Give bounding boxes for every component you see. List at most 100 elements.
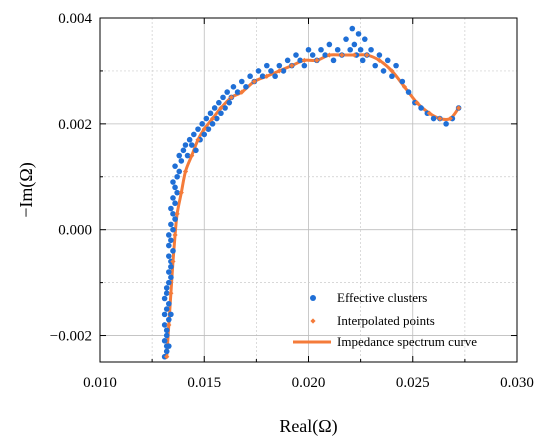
effective-cluster-point bbox=[443, 121, 449, 127]
effective-cluster-point bbox=[238, 78, 245, 85]
effective-cluster-point bbox=[418, 105, 424, 111]
x-tick-label: 0.020 bbox=[292, 375, 326, 391]
interpolated-point bbox=[251, 78, 257, 85]
effective-cluster-point bbox=[399, 78, 406, 85]
effective-cluster-point bbox=[172, 184, 178, 191]
effective-cluster-point bbox=[222, 105, 228, 111]
effective-cluster-point bbox=[293, 52, 299, 58]
effective-cluster-point bbox=[163, 327, 170, 334]
effective-cluster-point bbox=[168, 274, 174, 281]
effective-cluster-point bbox=[343, 36, 349, 42]
effective-cluster-point bbox=[380, 68, 387, 74]
effective-cluster-point bbox=[347, 46, 354, 53]
effective-cluster-point bbox=[393, 62, 399, 69]
effective-cluster-point bbox=[224, 89, 230, 95]
effective-cluster-point bbox=[272, 73, 278, 80]
effective-cluster-point bbox=[384, 57, 391, 64]
x-tick-label: 0.015 bbox=[187, 375, 221, 391]
interpolated-point bbox=[401, 84, 408, 90]
effective-cluster-point bbox=[161, 295, 168, 302]
effective-cluster-point bbox=[163, 343, 170, 349]
effective-cluster-point bbox=[172, 216, 178, 222]
effective-cluster-point bbox=[280, 68, 287, 74]
effective-cluster-point bbox=[330, 57, 337, 64]
effective-cluster-point bbox=[226, 99, 233, 106]
effective-cluster-point bbox=[170, 195, 176, 201]
effective-cluster-point bbox=[188, 142, 195, 148]
effective-cluster-point bbox=[389, 73, 395, 80]
effective-cluster-point bbox=[195, 126, 201, 132]
interpolated-point bbox=[182, 168, 189, 175]
effective-cluster-point bbox=[368, 46, 374, 53]
y-tick-labels: −0.002 0.000 0.002 0.004 bbox=[50, 11, 93, 345]
interpolated-point bbox=[164, 354, 170, 360]
interpolated-point bbox=[228, 94, 234, 100]
effective-cluster-point bbox=[207, 110, 214, 117]
effective-cluster-point bbox=[334, 46, 341, 53]
effective-cluster-point bbox=[268, 68, 274, 74]
x-tick-labels: 0.010 0.015 0.020 0.025 0.030 bbox=[83, 375, 534, 391]
effective-cluster-point bbox=[176, 168, 183, 175]
effective-cluster-point bbox=[301, 62, 308, 69]
interpolated-point bbox=[339, 52, 345, 58]
effective-cluster-point bbox=[357, 46, 364, 53]
interpolated-point bbox=[426, 110, 433, 116]
effective-cluster-point bbox=[318, 46, 324, 53]
interpolated-point bbox=[414, 100, 420, 106]
effective-cluster-point bbox=[163, 332, 170, 339]
effective-cluster-point bbox=[182, 142, 189, 148]
effective-cluster-point bbox=[163, 348, 170, 355]
legend-marker-effective-clusters bbox=[310, 295, 316, 301]
effective-cluster-point bbox=[170, 226, 176, 233]
interpolated-point bbox=[170, 258, 176, 265]
y-tick-label: −0.002 bbox=[50, 329, 92, 345]
effective-cluster-point bbox=[203, 115, 210, 122]
effective-cluster-point bbox=[255, 68, 262, 74]
effective-cluster-point bbox=[166, 269, 172, 275]
interpolated-point bbox=[326, 52, 332, 58]
effective-cluster-point bbox=[276, 62, 283, 69]
interpolated-point bbox=[289, 63, 295, 69]
effective-cluster-point bbox=[209, 121, 216, 127]
legend-marker-interpolated-points bbox=[310, 318, 316, 324]
interpolated-point bbox=[447, 115, 453, 122]
interpolated-points-layer bbox=[164, 52, 462, 360]
effective-cluster-point bbox=[351, 41, 358, 48]
effective-cluster-point bbox=[174, 189, 180, 196]
effective-cluster-point bbox=[213, 115, 220, 122]
effective-cluster-point bbox=[168, 205, 174, 212]
effective-cluster-point bbox=[264, 62, 270, 69]
effective-cluster-point bbox=[176, 152, 183, 159]
interpolated-point bbox=[276, 68, 282, 74]
interpolated-point bbox=[174, 211, 180, 217]
interpolated-point bbox=[437, 115, 443, 122]
effective-cluster-point bbox=[372, 62, 379, 69]
x-tick-label: 0.030 bbox=[500, 375, 534, 391]
x-axis-title: Real(Ω) bbox=[279, 416, 337, 437]
interpolated-point bbox=[172, 232, 178, 238]
effective-cluster-point bbox=[174, 173, 180, 180]
effective-clusters-layer bbox=[161, 25, 462, 360]
effective-cluster-point bbox=[359, 57, 366, 64]
effective-cluster-point bbox=[172, 163, 178, 169]
x-tick-label: 0.010 bbox=[83, 375, 117, 391]
interpolated-point bbox=[166, 322, 172, 328]
effective-cluster-point bbox=[201, 131, 208, 138]
effective-cluster-point bbox=[376, 52, 383, 58]
effective-cluster-point bbox=[168, 237, 174, 244]
interpolated-point bbox=[364, 52, 370, 58]
effective-cluster-point bbox=[216, 99, 222, 106]
effective-cluster-point bbox=[170, 248, 176, 254]
legend: Effective clusters Interpolated points I… bbox=[293, 290, 477, 349]
effective-cluster-point bbox=[172, 200, 178, 207]
y-tick-label: 0.004 bbox=[58, 11, 92, 27]
effective-cluster-point bbox=[180, 147, 187, 154]
effective-cluster-point bbox=[211, 105, 218, 111]
interpolated-point bbox=[239, 89, 245, 95]
grid-lines bbox=[99, 17, 518, 362]
effective-cluster-point bbox=[170, 211, 176, 217]
effective-cluster-point bbox=[186, 136, 193, 143]
effective-cluster-point bbox=[430, 115, 437, 122]
effective-cluster-point bbox=[163, 290, 170, 297]
